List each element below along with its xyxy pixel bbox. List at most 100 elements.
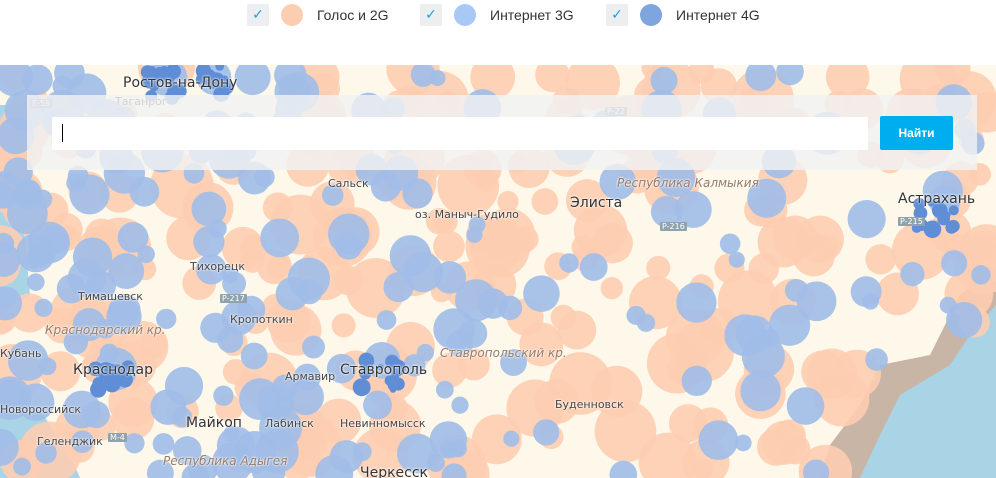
coverage-3g bbox=[25, 252, 42, 270]
coverage-3g bbox=[971, 265, 991, 285]
coverage-3g bbox=[735, 315, 774, 353]
coverage-3g bbox=[523, 275, 560, 312]
checkbox-2g[interactable]: ✓ bbox=[247, 4, 269, 26]
legend-label: Интернет 4G bbox=[676, 7, 760, 23]
coverage-3g bbox=[7, 340, 49, 381]
region-label: Краснодарский кр. bbox=[45, 323, 166, 337]
coverage-3g bbox=[240, 342, 268, 370]
coverage-2g bbox=[565, 179, 609, 222]
coverage-3g bbox=[440, 440, 457, 457]
coverage-2g bbox=[425, 207, 453, 235]
coverage-3g bbox=[234, 65, 271, 96]
coverage-3g bbox=[96, 319, 116, 339]
coverage-3g bbox=[216, 426, 256, 465]
coverage-3g bbox=[38, 357, 57, 376]
coverage-3g bbox=[719, 233, 741, 255]
coverage-2g bbox=[531, 188, 559, 215]
color-dot-3g bbox=[454, 4, 476, 26]
coverage-3g bbox=[429, 421, 468, 459]
coverage-4g bbox=[948, 205, 959, 216]
legend-item-2g[interactable]: ✓ Голос и 2G bbox=[247, 4, 389, 26]
coverage-3g bbox=[728, 251, 745, 268]
coverage-3g bbox=[6, 193, 48, 235]
coverage-3g bbox=[650, 66, 678, 95]
coverage-3g bbox=[784, 278, 808, 302]
coverage-3g bbox=[0, 243, 21, 277]
coverage-3g bbox=[108, 253, 145, 290]
coverage-4g bbox=[385, 354, 400, 369]
coverage-3g bbox=[559, 253, 579, 273]
coverage-2g bbox=[457, 348, 490, 381]
region-label: Республика Калмыкия bbox=[617, 176, 759, 190]
coverage-3g bbox=[71, 430, 94, 453]
coverage-3g bbox=[446, 330, 473, 357]
coverage-3g bbox=[99, 343, 119, 363]
coverage-3g bbox=[260, 218, 300, 258]
coverage-3g bbox=[747, 178, 787, 218]
coverage-4g bbox=[947, 219, 960, 233]
coverage-2g bbox=[333, 265, 364, 296]
coverage-3g bbox=[171, 407, 193, 428]
coverage-3g bbox=[275, 277, 309, 311]
checkbox-3g[interactable]: ✓ bbox=[420, 4, 442, 26]
coverage-3g bbox=[900, 261, 925, 287]
checkbox-4g[interactable]: ✓ bbox=[606, 4, 628, 26]
coverage-3g bbox=[13, 457, 31, 476]
city-label: Краснодар bbox=[73, 362, 153, 378]
coverage-3g bbox=[946, 302, 983, 339]
coverage-2g bbox=[519, 322, 564, 367]
city-label: Тихорецк bbox=[190, 260, 245, 273]
city-label: Кубань bbox=[0, 347, 42, 360]
coverage-3g bbox=[802, 459, 830, 478]
legend-item-3g[interactable]: ✓ Интернет 3G bbox=[420, 4, 574, 26]
coverage-2g bbox=[497, 190, 519, 213]
coverage-3g bbox=[579, 253, 608, 281]
city-label: Армавир bbox=[285, 370, 336, 383]
coverage-2g bbox=[111, 397, 155, 440]
coverage-3g bbox=[466, 226, 483, 244]
caspian-sea bbox=[860, 305, 996, 478]
coverage-3g bbox=[34, 298, 53, 317]
road-marker: P-215 bbox=[898, 217, 925, 226]
coverage-3g bbox=[650, 195, 683, 228]
coverage-3g bbox=[326, 353, 357, 384]
coverage-3g bbox=[376, 310, 397, 330]
coverage-2g bbox=[814, 371, 870, 427]
coverage-4g bbox=[149, 80, 160, 92]
coverage-3g bbox=[435, 380, 454, 399]
city-label: Геленджик bbox=[37, 435, 103, 448]
coverage-3g bbox=[82, 400, 110, 429]
region-label: Ставропольский кр. bbox=[440, 346, 567, 360]
coverage-3g bbox=[52, 75, 73, 97]
coverage-4g bbox=[215, 65, 225, 71]
coverage-3g bbox=[370, 171, 401, 202]
coverage-3g bbox=[698, 420, 739, 460]
coverage-3g bbox=[152, 433, 175, 455]
legend-item-4g[interactable]: ✓ Интернет 4G bbox=[606, 4, 760, 26]
legend-label: Интернет 3G bbox=[490, 7, 574, 23]
coverage-4g bbox=[152, 66, 168, 82]
coverage-3g bbox=[137, 245, 155, 264]
coverage-3g bbox=[609, 460, 638, 478]
city-label: Буденновск bbox=[555, 398, 624, 411]
coverage-2g bbox=[266, 298, 311, 343]
coverage-3g bbox=[734, 434, 752, 452]
city-label: Черкесск bbox=[360, 465, 429, 478]
coverage-4g bbox=[363, 372, 371, 379]
coverage-3g bbox=[503, 430, 520, 447]
coverage-3g bbox=[191, 191, 227, 227]
color-dot-4g bbox=[640, 4, 662, 26]
coverage-3g bbox=[256, 384, 295, 422]
coverage-3g bbox=[222, 271, 247, 296]
coverage-3g bbox=[636, 313, 656, 332]
coverage-2g bbox=[592, 223, 633, 264]
search-input[interactable] bbox=[52, 117, 868, 150]
coverage-4g bbox=[211, 80, 219, 89]
coverage-3g bbox=[768, 304, 811, 346]
coverage-3g bbox=[740, 370, 781, 412]
find-button[interactable]: Найти bbox=[880, 116, 953, 150]
coverage-2g bbox=[535, 65, 570, 93]
coverage-2g bbox=[692, 459, 713, 478]
coverage-4g bbox=[140, 65, 155, 79]
coverage-3g bbox=[676, 282, 717, 323]
